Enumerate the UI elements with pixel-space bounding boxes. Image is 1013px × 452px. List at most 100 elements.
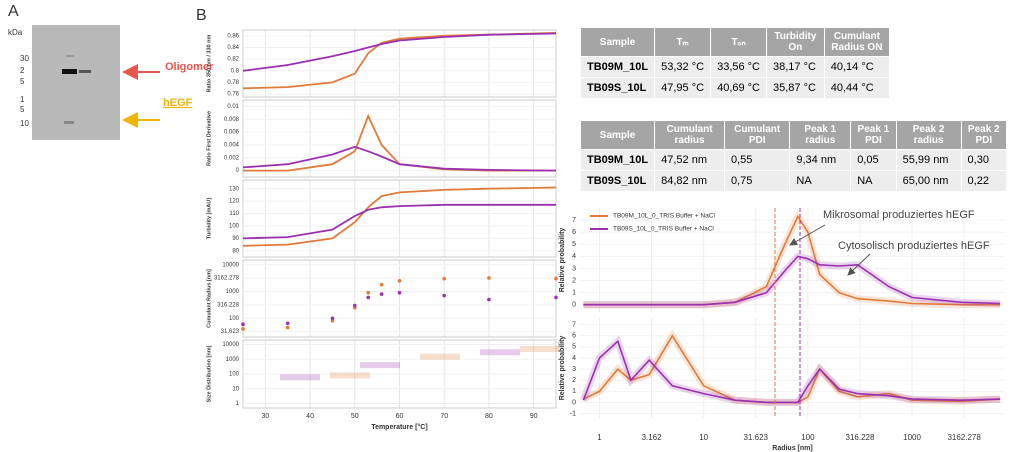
y-tick-label: 90	[232, 236, 239, 242]
panel-label: B	[196, 7, 207, 24]
table-cell: 40,14 °C	[824, 57, 889, 78]
table-cell: 35,87 °C	[767, 78, 825, 99]
y-axis-label: Turbidity [mAU]	[206, 198, 212, 239]
y-tick-label: 6	[572, 333, 576, 340]
header-cell: Sample	[581, 28, 655, 57]
table-cell: NA	[790, 171, 851, 192]
table-cell: TB09S_10L	[581, 171, 655, 192]
x-tick-label: 3.162	[642, 433, 663, 442]
y-tick-label: 3	[572, 265, 576, 272]
y-tick-label: 0.84	[227, 45, 239, 51]
marker-label: 1	[20, 95, 25, 104]
panel-label: A	[8, 3, 19, 20]
y-tick-label: 2	[572, 377, 576, 384]
header-cell: Tₒₙ	[711, 28, 767, 57]
marker-label: 5	[20, 105, 25, 114]
y-tick-label: 0	[572, 399, 576, 406]
data-point	[554, 277, 558, 281]
y-tick-label: 0	[572, 302, 576, 309]
data-point	[241, 322, 245, 326]
x-tick-label: 1	[597, 433, 602, 442]
y-tick-label: 0.004	[224, 142, 240, 148]
x-axis-label: Temperature [°C]	[371, 423, 427, 431]
nanodsf-chart: 30405060708090Temperature [°C]0.760.780.…	[206, 30, 560, 431]
y-tick-label: 10000	[222, 342, 239, 348]
data-point	[286, 326, 290, 330]
data-point	[442, 294, 446, 298]
annotation: Cytosolisch produziertes hEGF	[838, 240, 990, 252]
y-tick-label: 0.008	[224, 117, 240, 123]
x-tick-label: 1000	[903, 433, 921, 442]
data-point	[380, 292, 384, 296]
table-cell: 0,30	[961, 150, 1006, 171]
header-cell: Peak 2 PDI	[961, 121, 1006, 150]
x-tick-label: 100	[801, 433, 815, 442]
y-tick-label: 0	[236, 168, 240, 174]
y-tick-label: 100	[229, 224, 240, 230]
heatmap-cell	[480, 349, 520, 355]
heatmap-cell	[520, 346, 560, 352]
y-tick-label: 1000	[226, 357, 240, 363]
y-tick-label: 3	[572, 366, 576, 373]
data-point	[286, 321, 290, 325]
y-tick-label: 110	[229, 211, 239, 217]
y-tick-label: 31.623	[221, 329, 240, 335]
blot	[32, 25, 120, 140]
y-tick-label: 316.228	[217, 302, 239, 308]
y-tick-label: 1	[572, 289, 576, 296]
marker-label: 2	[20, 66, 25, 75]
data-point	[366, 296, 370, 300]
table: SampleCumulant radiusCumulant PDIPeak 1 …	[580, 120, 1007, 192]
y-tick-label: 5	[572, 241, 576, 248]
table-cell: 84,82 nm	[655, 171, 725, 192]
table-row: TB09S_10L47,95 °C40,69 °C35,87 °C40,44 °…	[581, 78, 890, 99]
y-tick-label: 4	[572, 355, 576, 362]
x-tick-label: 70	[440, 413, 448, 420]
table-cell: 55,99 nm	[896, 150, 961, 171]
annotation: hEGF	[163, 97, 193, 109]
y-tick-label: 3162.278	[214, 276, 240, 282]
y-tick-label: 100	[229, 316, 240, 322]
y-tick-label: 80	[232, 248, 239, 254]
annotation: Mikrosomal produziertes hEGF	[823, 209, 975, 221]
y-tick-label: 1000	[226, 289, 240, 295]
error-band	[583, 341, 1000, 402]
data-point	[331, 316, 335, 320]
y-axis-label: Ratio First Derivative	[206, 111, 212, 166]
y-tick-label: 0.01	[227, 104, 239, 110]
x-axis-label: Radius [nm]	[772, 445, 812, 452]
data-point	[487, 298, 491, 302]
heatmap-cell	[330, 372, 370, 378]
table-cell: 0,55	[724, 150, 789, 171]
y-axis-label: Relative probability	[559, 228, 566, 293]
x-tick-label: 50	[351, 413, 359, 420]
table-cell: 47,95 °C	[655, 78, 711, 99]
table-cell: 47,52 nm	[655, 150, 725, 171]
y-tick-label: 7	[572, 217, 576, 224]
y-tick-label: 2	[572, 277, 576, 284]
legend-label: TB09S_10L_0_TRIS Buffer + NaCl	[613, 226, 714, 233]
table-cell: TB09M_10L	[581, 150, 655, 171]
y-tick-label: 5	[572, 344, 576, 351]
y-axis-label: Cumulant Radius [nm]	[206, 269, 212, 328]
y-tick-label: 7	[572, 322, 576, 329]
table-cell: TB09S_10L	[581, 78, 655, 99]
data-point	[554, 296, 558, 300]
blot-band	[62, 69, 77, 74]
y-axis-label: Relative probability	[559, 336, 566, 401]
blot-band	[66, 55, 74, 57]
x-tick-label: 60	[396, 413, 404, 420]
unit-label: kDa	[8, 28, 23, 37]
marker-label: 30	[20, 54, 29, 63]
y-tick-label: 4	[572, 253, 576, 260]
y-tick-label: 0.78	[227, 80, 239, 86]
x-tick-label: 316.228	[846, 433, 875, 442]
blot-band	[64, 121, 74, 124]
y-axis-label: Size Distribution [nm]	[206, 345, 212, 402]
